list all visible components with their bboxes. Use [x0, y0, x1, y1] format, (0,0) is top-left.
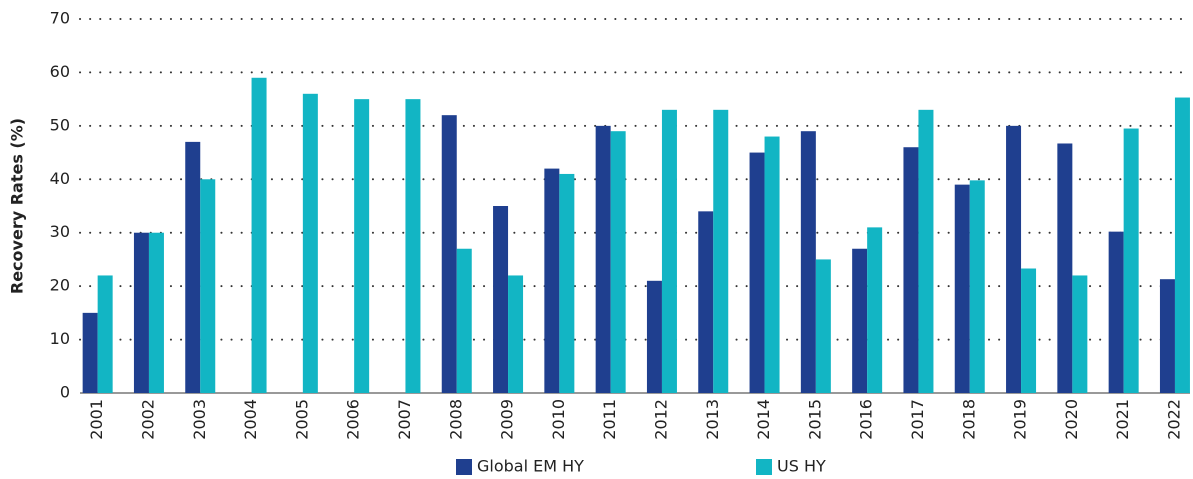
y-tick-label: 10 [50, 329, 70, 348]
x-tick-label: 2008 [446, 399, 465, 440]
bar [698, 211, 714, 393]
bar [1072, 275, 1088, 393]
bar [610, 131, 626, 393]
x-tick-label: 2016 [857, 399, 876, 440]
bar [1159, 279, 1175, 393]
bar [354, 99, 370, 394]
x-tick-label: 2010 [549, 399, 568, 440]
legend-label: Global EM HY [477, 457, 584, 476]
bar [595, 125, 611, 393]
bar [918, 109, 934, 393]
bar [200, 179, 216, 393]
x-tick-label: 2013 [703, 399, 722, 440]
bar [133, 232, 149, 393]
bar [97, 275, 113, 393]
bar [1006, 125, 1022, 393]
bar [903, 147, 919, 393]
x-tick-label: 2006 [344, 399, 363, 440]
bar [148, 232, 164, 393]
legend-label: US HY [777, 457, 826, 476]
y-tick-label: 0 [60, 383, 70, 402]
bar [559, 173, 575, 393]
bar [815, 259, 831, 393]
y-tick-label: 70 [50, 9, 70, 28]
y-tick-label: 30 [50, 222, 70, 241]
x-tick-label: 2021 [1113, 399, 1132, 440]
bar [954, 184, 970, 393]
bar [867, 227, 883, 393]
x-tick-label: 2015 [805, 399, 824, 440]
x-tick-label: 2004 [241, 399, 260, 440]
x-tick-label: 2003 [190, 399, 209, 440]
bar [1108, 231, 1124, 393]
bar [544, 168, 560, 393]
y-tick-label: 60 [50, 62, 70, 81]
bar [749, 152, 765, 393]
bar [493, 206, 509, 393]
bar [800, 131, 816, 393]
bar [1021, 268, 1037, 393]
x-tick-label: 2012 [651, 399, 670, 440]
bar [713, 109, 729, 393]
x-tick-label: 2018 [959, 399, 978, 440]
x-tick-label: 2014 [754, 399, 773, 440]
bar [251, 77, 267, 394]
bar [969, 180, 985, 393]
legend-swatch [756, 459, 772, 475]
x-tick-label: 2011 [600, 399, 619, 440]
x-tick-label: 2019 [1011, 399, 1030, 440]
bar [1057, 143, 1073, 393]
bar [82, 312, 98, 393]
bar [302, 93, 318, 394]
bar [1123, 128, 1139, 393]
bar [764, 136, 780, 394]
bar [661, 109, 677, 393]
bar [508, 275, 524, 393]
bar [852, 248, 868, 393]
x-tick-label: 2022 [1164, 399, 1183, 440]
bar [646, 280, 662, 393]
x-tick-label: 2001 [87, 399, 106, 440]
y-axis-label: Recovery Rates (%) [8, 118, 27, 294]
x-tick-label: 2009 [498, 399, 517, 440]
legend-swatch [456, 459, 472, 475]
x-tick-label: 2005 [292, 399, 311, 440]
x-tick-label: 2017 [908, 399, 927, 440]
bar [405, 99, 421, 394]
x-tick-label: 2020 [1062, 399, 1081, 440]
bar [441, 115, 457, 394]
bar [1174, 97, 1190, 393]
bar [185, 141, 201, 393]
y-tick-label: 40 [50, 169, 70, 188]
x-tick-label: 2002 [138, 399, 157, 440]
bar [456, 248, 472, 393]
y-tick-label: 20 [50, 276, 70, 295]
x-tick-label: 2007 [395, 399, 414, 440]
y-tick-label: 50 [50, 115, 70, 134]
